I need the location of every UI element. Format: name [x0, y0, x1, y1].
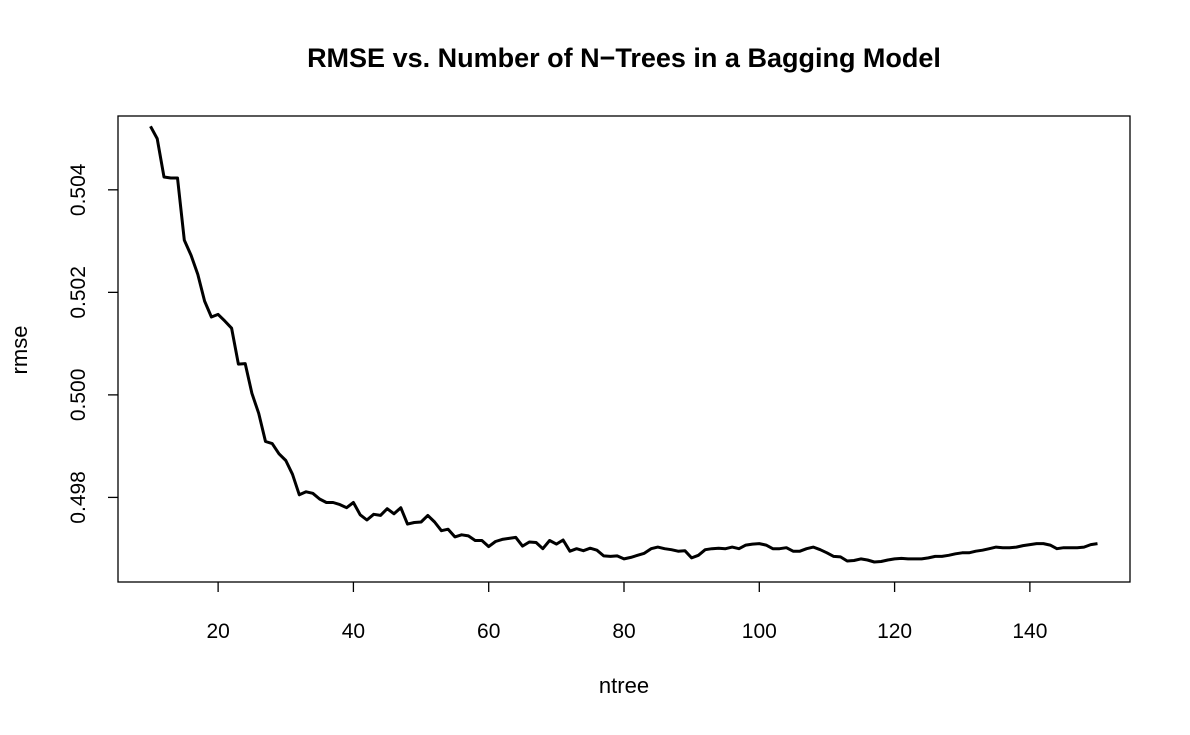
x-tick-label: 80 [612, 620, 635, 643]
x-axis: 20 40 60 80 100 120 140 [206, 582, 1047, 643]
chart-title: RMSE vs. Number of N−Trees in a Bagging … [307, 43, 941, 73]
y-tick-label: 0.502 [67, 266, 90, 319]
x-tick-label: 120 [877, 620, 912, 643]
x-tick-label: 140 [1012, 620, 1047, 643]
x-axis-label: ntree [599, 673, 649, 698]
y-axis: 0.498 0.500 0.502 0.504 [67, 163, 118, 524]
x-tick-label: 20 [206, 620, 229, 643]
x-tick-label: 40 [342, 620, 365, 643]
y-axis-label: rmse [7, 326, 32, 375]
x-tick-label: 60 [477, 620, 500, 643]
y-tick-label: 0.500 [67, 369, 90, 422]
y-tick-label: 0.504 [67, 163, 90, 216]
plot-frame [117, 115, 1131, 583]
series-line [149, 125, 1098, 564]
y-tick-label: 0.498 [67, 471, 90, 524]
x-tick-label: 100 [742, 620, 777, 643]
